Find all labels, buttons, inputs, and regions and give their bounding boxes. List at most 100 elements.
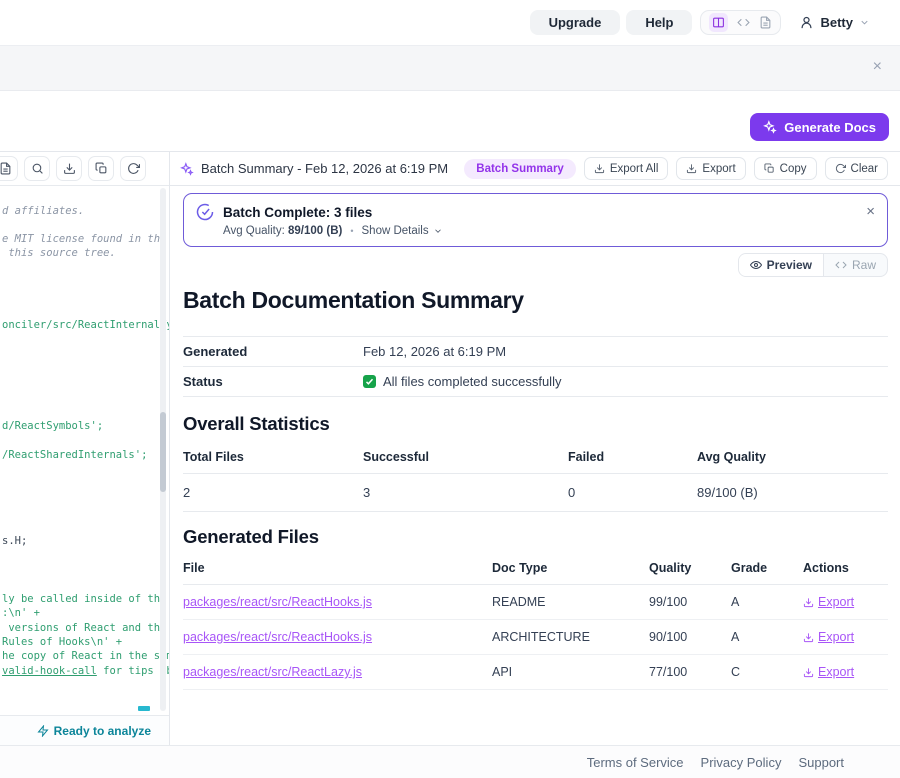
- file-link[interactable]: packages/react/src/ReactHooks.js: [183, 595, 372, 609]
- generate-docs-button[interactable]: Generate Docs: [750, 113, 889, 141]
- panel-title: Batch Summary - Feb 12, 2026 at 6:19 PM: [180, 161, 448, 176]
- total-files-value: 2: [183, 474, 363, 512]
- code-line: e MIT license found in the: [2, 233, 167, 245]
- notice-banner: ×: [0, 46, 900, 91]
- code-line: valid-hook-call for tips about: [2, 665, 169, 677]
- statistics-table: Total Files Successful Failed Avg Qualit…: [183, 441, 888, 512]
- analyzer-status-bar: Ready to analyze: [0, 715, 169, 745]
- generated-files-heading: Generated Files: [183, 526, 319, 547]
- file-link[interactable]: packages/react/src/ReactHooks.js: [183, 630, 372, 644]
- summary-panel: Batch Summary - Feb 12, 2026 at 6:19 PM …: [170, 152, 900, 745]
- split-view-icon[interactable]: [709, 13, 729, 32]
- code-scrollbar-thumb[interactable]: [160, 412, 166, 492]
- table-row-cell: A: [731, 620, 803, 655]
- statistics-heading: Overall Statistics: [183, 413, 330, 434]
- batch-summary-badge: Batch Summary: [464, 158, 576, 179]
- file-text-icon[interactable]: [0, 156, 18, 181]
- page-header: Generate Docs: [0, 91, 900, 152]
- notification-close-icon[interactable]: ×: [866, 203, 875, 220]
- raw-tab[interactable]: Raw: [824, 254, 887, 276]
- sparkles-icon: [763, 120, 777, 134]
- clear-button[interactable]: Clear: [824, 157, 888, 180]
- code-highlight-marker: [138, 706, 150, 711]
- help-button[interactable]: Help: [626, 10, 693, 35]
- page-title: Batch Documentation Summary: [183, 287, 524, 313]
- privacy-link[interactable]: Privacy Policy: [700, 754, 782, 770]
- summary-meta-table: Generated Feb 12, 2026 at 6:19 PM Status…: [183, 336, 888, 397]
- table-row-cell: 77/100: [649, 655, 731, 690]
- zap-icon: [37, 724, 49, 737]
- column-header: Successful: [363, 441, 568, 474]
- analyzer-status-text: Ready to analyze: [53, 723, 151, 738]
- document-view-icon[interactable]: [759, 16, 772, 29]
- table-row-cell: packages/react/src/ReactHooks.js: [183, 620, 492, 655]
- table-row-cell: A: [731, 585, 803, 620]
- column-header: Actions: [803, 553, 888, 585]
- show-details-toggle[interactable]: Show Details: [362, 225, 443, 237]
- view-mode-switcher: [700, 10, 782, 35]
- refresh-icon[interactable]: [120, 156, 146, 181]
- table-row-cell: 99/100: [649, 585, 731, 620]
- generated-value: Feb 12, 2026 at 6:19 PM: [363, 344, 507, 359]
- column-header: Grade: [731, 553, 803, 585]
- file-link[interactable]: packages/react/src/ReactLazy.js: [183, 665, 363, 679]
- support-link[interactable]: Support: [798, 754, 844, 770]
- code-view-icon[interactable]: [737, 16, 751, 29]
- code-panel: d affiliates. e MIT license found in the…: [0, 152, 169, 745]
- table-row-cell: packages/react/src/ReactHooks.js: [183, 585, 492, 620]
- code-line: Rules of Hooks\n' +: [2, 636, 123, 648]
- table-row-cell: Export: [803, 655, 888, 690]
- code-line: d/ReactSymbols';: [2, 420, 104, 432]
- table-row-cell: packages/react/src/ReactLazy.js: [183, 655, 492, 690]
- code-icon: [835, 261, 847, 269]
- notification-title: Batch Complete: 3 files: [223, 204, 373, 220]
- circle-check-icon: [196, 203, 214, 221]
- copy-button[interactable]: Copy: [753, 157, 817, 180]
- status-label: Status: [183, 374, 223, 389]
- user-menu[interactable]: Betty: [799, 15, 870, 30]
- user-icon: [799, 15, 814, 30]
- table-row: Generated Feb 12, 2026 at 6:19 PM: [183, 337, 888, 367]
- code-line: he copy of React in the same a: [2, 650, 169, 662]
- column-header: Quality: [649, 553, 731, 585]
- export-file-link[interactable]: Export: [803, 595, 854, 609]
- terms-link[interactable]: Terms of Service: [586, 754, 684, 770]
- dot-separator: •: [350, 226, 354, 236]
- column-header: Doc Type: [492, 553, 649, 585]
- code-line: versions of React and the ren: [8, 622, 167, 634]
- table-row-cell: ARCHITECTURE: [492, 620, 649, 655]
- generated-files-table: File Doc Type Quality Grade Actions pack…: [183, 553, 888, 690]
- footer: Terms of Service Privacy Policy Support: [0, 745, 900, 778]
- code-scrollbar[interactable]: [160, 188, 166, 711]
- table-row: Status All files completed successfully: [183, 367, 888, 397]
- banner-close-icon[interactable]: ×: [872, 58, 882, 75]
- column-header: Failed: [568, 441, 697, 474]
- code-inline-link[interactable]: valid-hook-call: [2, 665, 97, 677]
- export-all-button[interactable]: Export All: [583, 157, 669, 180]
- table-row-cell: README: [492, 585, 649, 620]
- search-icon[interactable]: [24, 156, 50, 181]
- export-file-link[interactable]: Export: [803, 630, 854, 644]
- table-row-cell: Export: [803, 620, 888, 655]
- user-name: Betty: [820, 15, 853, 30]
- export-file-link[interactable]: Export: [803, 665, 854, 679]
- table-row-cell: API: [492, 655, 649, 690]
- chevron-down-icon: [859, 17, 870, 28]
- failed-value: 0: [568, 474, 697, 512]
- copy-icon[interactable]: [88, 156, 114, 181]
- sparkles-icon: [180, 161, 194, 176]
- export-button[interactable]: Export: [676, 157, 746, 180]
- panel-divider: [169, 152, 170, 745]
- avg-quality-text: Avg Quality: 89/100 (B): [223, 225, 343, 237]
- upgrade-button[interactable]: Upgrade: [529, 10, 621, 35]
- column-header: Avg Quality: [697, 441, 888, 474]
- successful-value: 3: [363, 474, 568, 512]
- code-line: s.H;: [2, 535, 28, 547]
- download-icon[interactable]: [56, 156, 82, 181]
- table-row-cell: 90/100: [649, 620, 731, 655]
- preview-tab[interactable]: Preview: [738, 254, 824, 276]
- code-editor[interactable]: d affiliates. e MIT license found in the…: [0, 186, 169, 715]
- code-line: /ReactSharedInternals';: [2, 449, 148, 461]
- topbar: Upgrade Help Betty: [0, 0, 900, 46]
- column-header: File: [183, 553, 492, 585]
